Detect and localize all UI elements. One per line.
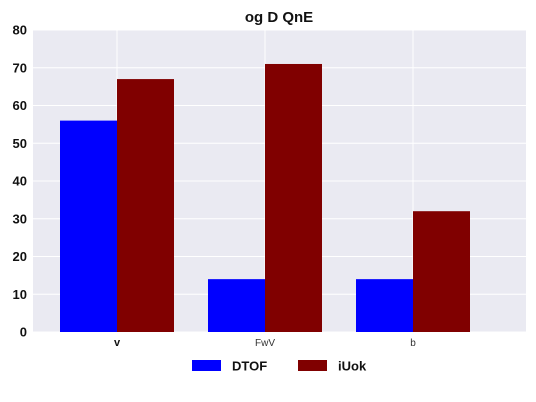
bar-iUok-FwV: [265, 63, 322, 332]
y-tick-label: 60: [13, 98, 27, 113]
legend-swatch: [298, 360, 327, 371]
y-tick-label: 10: [13, 287, 27, 302]
x-axis-ticks: v FwV b: [114, 337, 416, 349]
y-axis-ticks: 0 10 20 30 40 50 60 70 80: [13, 23, 27, 340]
y-tick-label: 20: [13, 249, 27, 264]
bar-DTOF-b: [356, 279, 413, 332]
legend-label: iUok: [338, 359, 367, 374]
y-tick-label: 40: [13, 174, 27, 189]
x-tick-label: v: [114, 337, 121, 349]
bar-iUok-b: [413, 211, 470, 332]
chart-title: og D QnE: [245, 9, 313, 26]
bars: [60, 63, 470, 332]
y-tick-label: 80: [13, 23, 27, 38]
bar-iUok-v: [117, 79, 174, 332]
y-tick-label: 30: [13, 211, 27, 226]
legend-item-iUok: iUok: [298, 359, 367, 374]
bar-DTOF-v: [60, 120, 117, 332]
bar-DTOF-FwV: [208, 279, 265, 332]
y-tick-label: 0: [20, 325, 27, 340]
legend-label: DTOF: [232, 359, 267, 374]
y-tick-label: 50: [13, 136, 27, 151]
y-tick-label: 70: [13, 60, 27, 75]
legend-swatch: [192, 360, 221, 371]
legend-item-DTOF: DTOF: [192, 359, 267, 374]
x-tick-label: FwV: [255, 338, 275, 349]
legend: DTOF iUok: [192, 359, 367, 374]
x-tick-label: b: [410, 338, 416, 349]
